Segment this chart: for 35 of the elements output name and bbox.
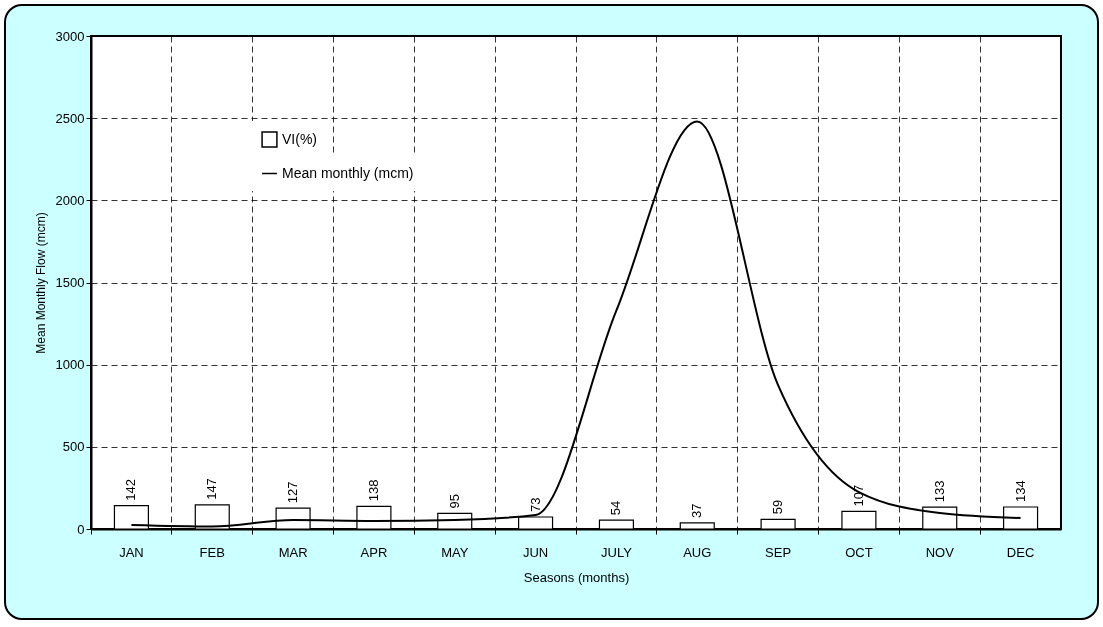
x-tick-label: OCT — [845, 544, 873, 560]
data-label: 37 — [689, 503, 705, 518]
x-tick-label: SEP — [765, 544, 792, 560]
x-tick-label: MAY — [441, 544, 469, 560]
x-tick-label: JULY — [601, 544, 633, 560]
x-tick-label: AUG — [683, 544, 712, 560]
data-label: 142 — [123, 478, 139, 501]
x-axis-title: Seasons (months) — [523, 569, 630, 585]
y-tick-label: 500 — [62, 439, 85, 455]
legend-label: Mean monthly (mcm) — [282, 164, 414, 181]
x-tick-label: DEC — [1006, 544, 1035, 560]
data-label: 138 — [365, 479, 381, 502]
data-label: 127 — [285, 481, 301, 504]
x-tick-label: JAN — [119, 544, 144, 560]
data-label: 95 — [446, 493, 462, 509]
data-label: 147 — [204, 478, 220, 500]
data-label: 54 — [608, 500, 624, 516]
x-tick-label: FEB — [199, 544, 225, 560]
x-tick-label: APR — [360, 544, 388, 560]
data-label: 107 — [850, 484, 866, 507]
y-tick-label: 3000 — [55, 28, 85, 44]
data-label: 59 — [770, 499, 786, 515]
y-tick-label: 2000 — [55, 192, 85, 208]
y-tick-label: 2500 — [55, 110, 85, 126]
y-axis-title: Mean Monthly Flow (mcm) — [33, 212, 48, 354]
x-tick-label: NOV — [925, 544, 955, 560]
x-tick-label: MAR — [278, 544, 308, 560]
y-tick-label: 1000 — [55, 357, 85, 373]
legend-label: VI(%) — [282, 130, 317, 147]
data-label: 134 — [1012, 480, 1028, 502]
y-tick-label: 1500 — [55, 275, 85, 290]
x-tick-label: JUN — [522, 544, 549, 560]
data-label: 73 — [527, 497, 543, 512]
y-tick-label: 0 — [77, 521, 85, 537]
data-label: 133 — [931, 480, 947, 503]
